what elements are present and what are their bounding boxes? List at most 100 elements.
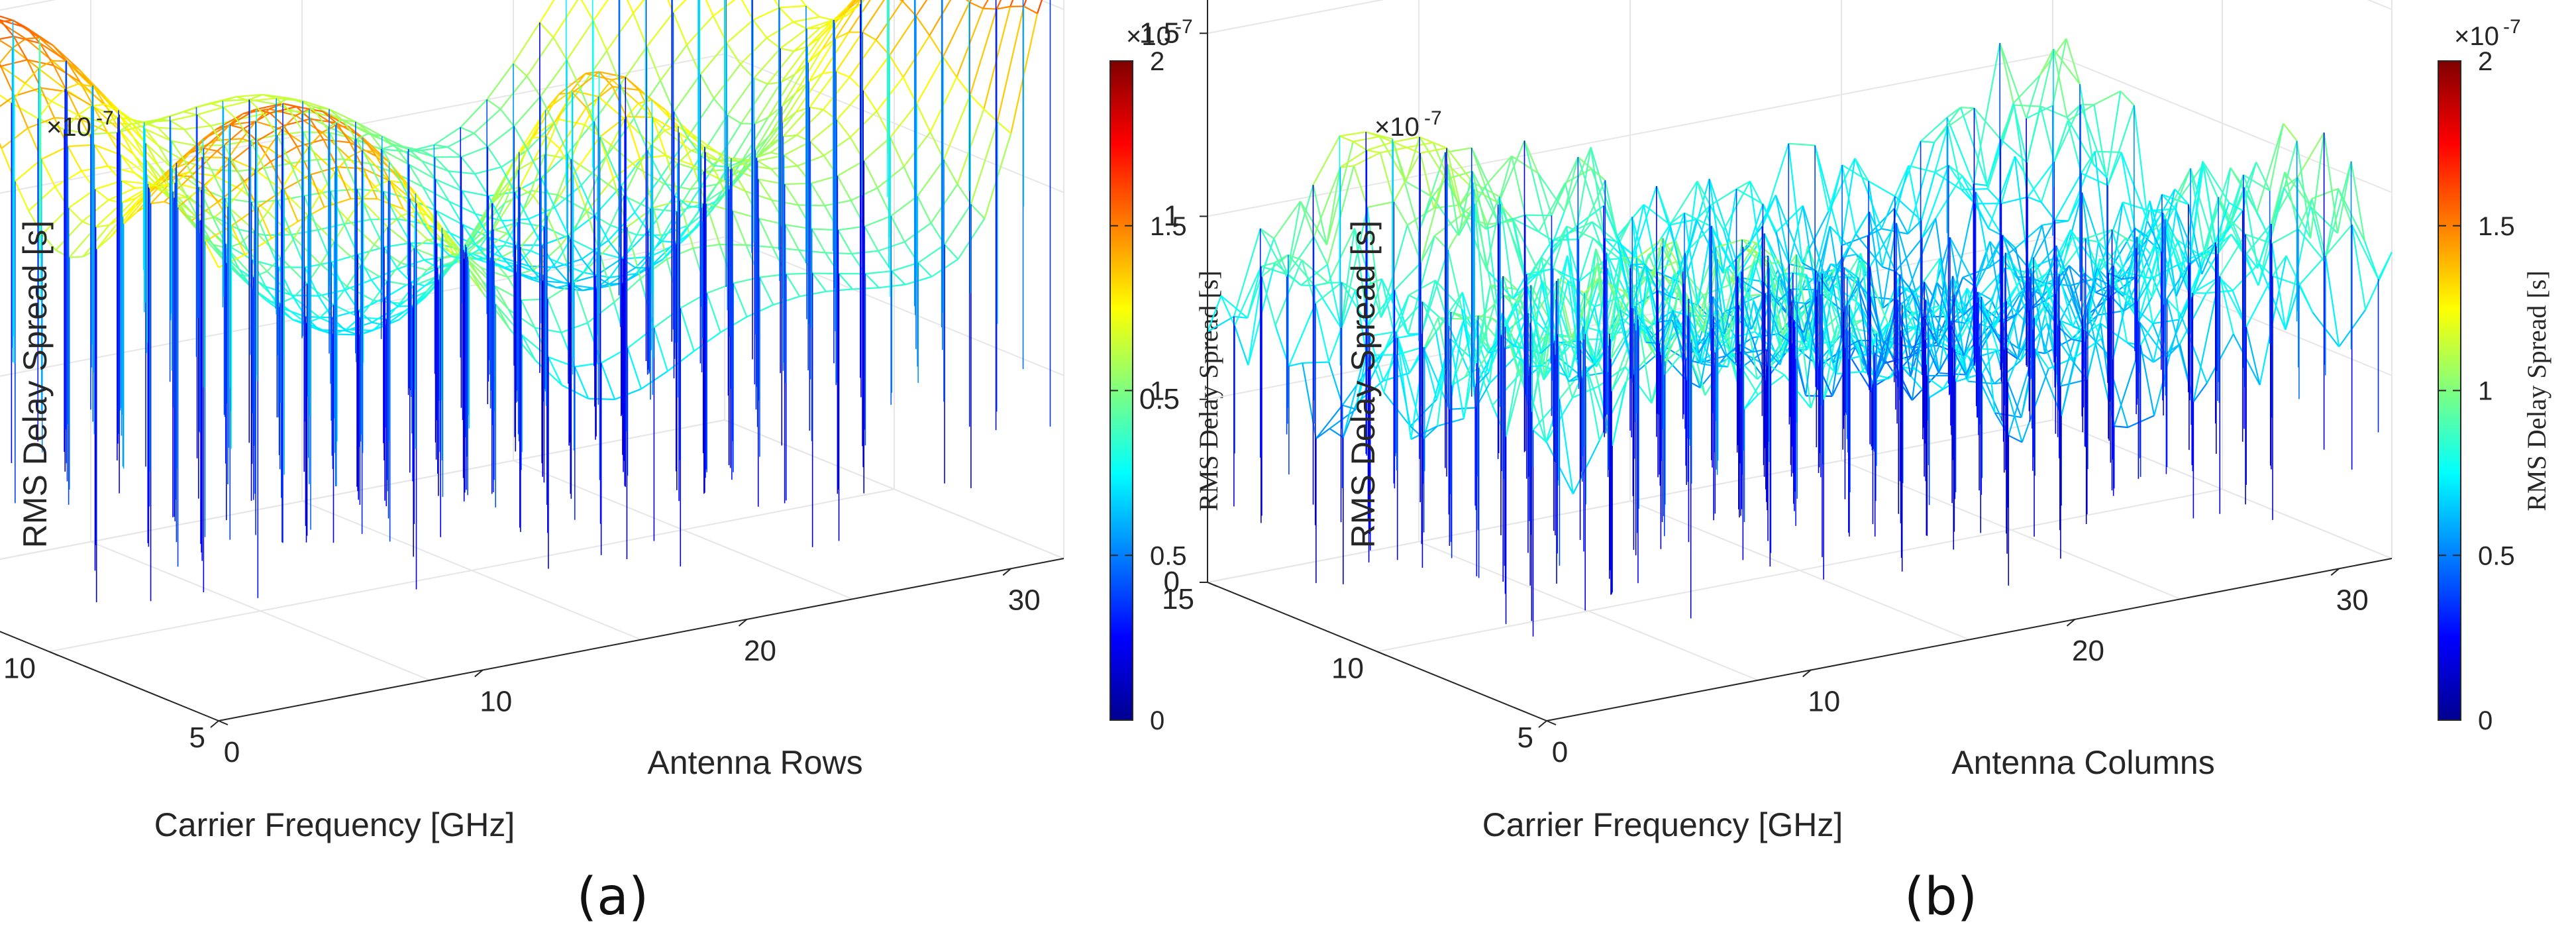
mesh-line-col [779, 7, 794, 23]
mesh-line-row [1829, 225, 1857, 255]
caption-a: (a) [577, 867, 649, 927]
mesh-line-col [130, 119, 146, 130]
mesh-line-col [13, 19, 27, 28]
mesh-line-col [490, 202, 506, 232]
mesh-line-col [2108, 272, 2123, 280]
mesh-line-col [807, 49, 823, 64]
mesh-line-row [1755, 242, 1783, 265]
mesh-line-row [1539, 226, 1568, 276]
mesh-line-col [1325, 167, 1341, 245]
mesh-line-row [672, 0, 687, 13]
mesh-line-col [1748, 203, 1764, 246]
mesh-line-col [95, 237, 111, 250]
mesh-line-col [541, 178, 556, 208]
mesh-line-col [388, 180, 403, 184]
mesh-line-row [14, 87, 41, 97]
x-tick-label: 20 [2072, 635, 2104, 667]
mesh-line-col [1949, 237, 1965, 315]
mesh-line-col [688, 205, 702, 209]
mesh-line-row [1513, 221, 1541, 276]
mesh-line-col [203, 184, 219, 203]
mesh-line-row [1594, 248, 1623, 364]
mesh-line-col [859, 0, 865, 5]
mesh-line-row [944, 203, 972, 245]
mesh-line-col [1926, 341, 1941, 376]
mesh-line-col [1433, 142, 1447, 149]
mesh-line-col [1779, 272, 1793, 276]
mesh-line-col [1973, 183, 1987, 187]
mesh-line-row [566, 20, 594, 61]
mesh-line-col [120, 154, 135, 174]
mesh-line-col [147, 183, 162, 188]
mesh-line-col [1842, 253, 1857, 258]
mesh-line-col [1421, 301, 1437, 333]
mesh-line-col [2002, 235, 2018, 278]
mesh-line-col [2269, 123, 2285, 191]
mesh-line-col [26, 27, 41, 44]
mesh-line-col [256, 140, 272, 162]
mesh-line-col [2364, 240, 2379, 280]
mesh-line-col [2066, 104, 2081, 118]
mesh-line-row [277, 131, 304, 136]
mesh-line-col [1648, 246, 1663, 255]
mesh-line-col [282, 115, 297, 130]
mesh-line-row [1288, 303, 1316, 366]
mesh-line-col [2004, 252, 2020, 293]
mesh-line-row [171, 140, 198, 147]
mesh-line-col [598, 71, 613, 87]
mesh-line-row [1312, 135, 1341, 185]
mesh-line-row [543, 226, 571, 240]
mesh-line-col [1421, 280, 1436, 335]
mesh-line-col [754, 117, 769, 125]
mesh-line-col [2032, 257, 2048, 323]
mesh-line-col [810, 183, 825, 206]
grid-line [1207, 0, 1385, 34]
mesh-line-col [1977, 291, 1992, 301]
mesh-line-row [336, 166, 364, 170]
mesh-line-row [917, 159, 945, 197]
mesh-line-col [811, 272, 827, 292]
mesh-line-row [255, 121, 283, 131]
mesh-line-col [546, 299, 562, 333]
y-tick [1376, 651, 1387, 657]
mesh-line-row [970, 121, 998, 205]
mesh-line-row [2270, 177, 2298, 225]
mesh-line-row [13, 35, 40, 44]
mesh-line-col [2310, 132, 2325, 238]
mesh-line-col [1845, 304, 1861, 329]
mesh-line-col [1557, 278, 1572, 337]
mesh-line-col [545, 135, 560, 150]
mesh-line-col [170, 120, 185, 131]
y-axis-label: Carrier Frequency [GHz] [154, 806, 515, 843]
mesh-line-row [119, 114, 146, 144]
mesh-line-col [1449, 339, 1465, 419]
mesh-line-row [66, 91, 94, 107]
mesh-line-row [699, 42, 728, 76]
mesh-line-row [223, 100, 250, 108]
mesh-line-col [1610, 291, 1625, 360]
mesh-line-col [2214, 202, 2230, 243]
mesh-line-col [2139, 322, 2155, 363]
mesh-line-row [2014, 104, 2041, 107]
mesh-line-row [2029, 245, 2057, 278]
mesh-line-row [1916, 369, 1943, 390]
mesh-line-col [1643, 264, 1659, 291]
mesh-line-row [619, 46, 648, 85]
mesh-line-row [1315, 282, 1343, 304]
mesh-line-col [170, 140, 186, 162]
mesh-line-row [1382, 295, 1410, 356]
mesh-line-row [2203, 167, 2232, 252]
mesh-line-col [171, 168, 187, 195]
mesh-line-col [493, 229, 507, 235]
mesh-line-row [1395, 301, 1423, 333]
mesh-line-col [2093, 104, 2109, 185]
mesh-line-col [2112, 265, 2128, 343]
mesh-line-col [1895, 223, 1911, 357]
mesh-line-col [283, 125, 298, 147]
mesh-line-col [1935, 237, 1951, 343]
mesh-line-col [1712, 296, 1727, 356]
mesh-line-row [1921, 165, 1949, 238]
mesh-line-col [2092, 164, 2108, 179]
mesh-line-row [1233, 228, 1261, 317]
grid-line [1376, 488, 2223, 653]
